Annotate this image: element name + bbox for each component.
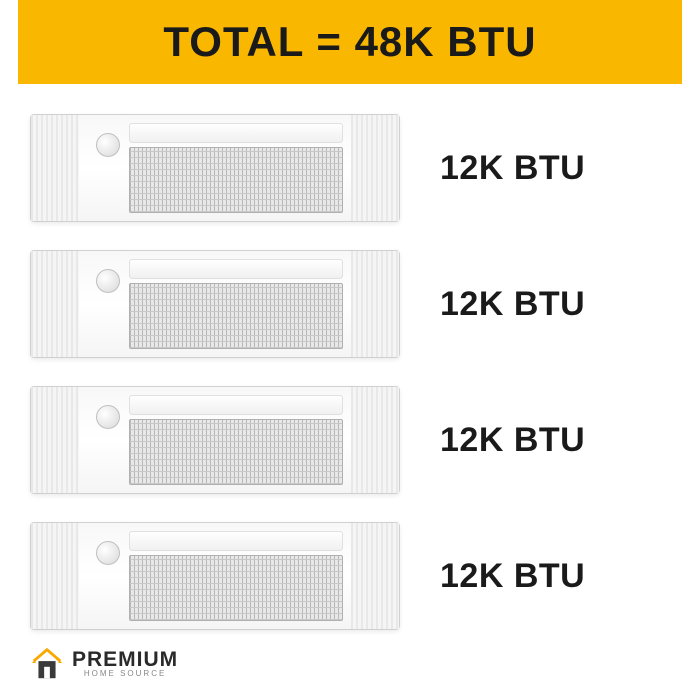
ac-vent-left <box>31 115 79 221</box>
ac-vent-left <box>31 523 79 629</box>
ac-power-icon <box>96 541 120 565</box>
unit-btu-label: 12K BTU <box>440 285 585 324</box>
ac-control-area <box>87 395 129 485</box>
ac-vent-right <box>351 251 399 357</box>
ac-grille <box>129 283 343 349</box>
unit-row: 12K BTU <box>30 250 670 358</box>
total-banner: TOTAL = 48K BTU <box>18 0 682 84</box>
house-icon <box>28 644 66 682</box>
ac-control-area <box>87 259 129 349</box>
unit-row: 12K BTU <box>30 386 670 494</box>
ac-flap <box>129 531 343 551</box>
ac-center <box>79 115 351 221</box>
ac-control-area <box>87 531 129 621</box>
ac-power-icon <box>96 133 120 157</box>
unit-btu-label: 12K BTU <box>440 421 585 460</box>
ac-unit-image <box>30 114 400 222</box>
ac-grille <box>129 147 343 213</box>
logo-text: PREMIUM HOME SOURCE <box>72 649 178 678</box>
ac-flap <box>129 395 343 415</box>
brand-logo: PREMIUM HOME SOURCE <box>28 644 178 682</box>
logo-sub-text: HOME SOURCE <box>72 670 178 678</box>
ac-grille <box>129 419 343 485</box>
ac-grille-wrapper <box>129 123 343 213</box>
total-text: TOTAL = 48K BTU <box>163 18 536 65</box>
ac-vent-left <box>31 387 79 493</box>
ac-flap <box>129 259 343 279</box>
ac-center <box>79 523 351 629</box>
ac-grille <box>129 555 343 621</box>
ac-control-area <box>87 123 129 213</box>
unit-row: 12K BTU <box>30 522 670 630</box>
ac-grille-wrapper <box>129 531 343 621</box>
ac-vent-right <box>351 387 399 493</box>
ac-center <box>79 387 351 493</box>
ac-vent-left <box>31 251 79 357</box>
ac-power-icon <box>96 405 120 429</box>
ac-flap <box>129 123 343 143</box>
ac-vent-right <box>351 115 399 221</box>
units-list: 12K BTU 12K BTU <box>0 84 700 630</box>
ac-unit-image <box>30 250 400 358</box>
ac-center <box>79 251 351 357</box>
ac-power-icon <box>96 269 120 293</box>
unit-row: 12K BTU <box>30 114 670 222</box>
ac-grille-wrapper <box>129 259 343 349</box>
ac-vent-right <box>351 523 399 629</box>
ac-unit-image <box>30 386 400 494</box>
unit-btu-label: 12K BTU <box>440 557 585 596</box>
ac-unit-image <box>30 522 400 630</box>
ac-grille-wrapper <box>129 395 343 485</box>
logo-main-text: PREMIUM <box>72 649 178 670</box>
unit-btu-label: 12K BTU <box>440 149 585 188</box>
